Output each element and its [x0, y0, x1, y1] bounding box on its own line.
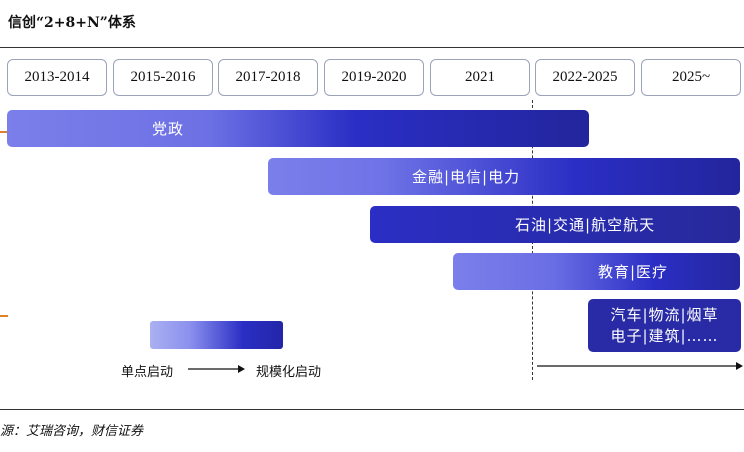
bar-edu-label: 教育|医疗	[598, 263, 669, 281]
legend-start-label: 单点启动	[121, 365, 174, 380]
side-tick-top	[0, 131, 8, 133]
year-box-2022-2025: 2022-2025	[535, 59, 635, 96]
year-box-2013-2014: 2013-2014	[7, 59, 107, 96]
year-box-2025-onward: 2025~	[641, 59, 741, 96]
bar-oil-label: 石油|交通|航空航天	[515, 216, 656, 234]
year-box-2021: 2021	[430, 59, 530, 96]
bar-others-line2: 电子|建筑|……	[610, 326, 719, 345]
legend-arrow-icon	[188, 365, 245, 373]
bar-party-gov-label: 党政	[152, 120, 185, 138]
year-box-2019-2020: 2019-2020	[324, 59, 424, 96]
legend-gradient-swatch	[150, 321, 283, 349]
bar-oil-transport-aerospace: 石油|交通|航空航天	[370, 206, 740, 243]
bar-party-gov: 党政	[7, 110, 589, 147]
bar-others-line1: 汽车|物流|烟草	[610, 305, 719, 324]
side-tick-bottom	[0, 315, 8, 317]
bar-education-medical: 教育|医疗	[453, 253, 740, 290]
timeline-arrow-icon	[537, 362, 743, 370]
page-title: 信创“2+8+N”体系	[8, 15, 136, 31]
bar-finance-telecom-power: 金融|电信|电力	[268, 158, 740, 195]
legend-scale-label: 规模化启动	[256, 365, 322, 380]
year-box-2015-2016: 2015-2016	[113, 59, 213, 96]
source-note: 源：艾瑞咨询，财信证券	[0, 424, 144, 439]
top-divider	[0, 47, 744, 48]
bottom-divider	[0, 409, 744, 410]
bar-finance-label: 金融|电信|电力	[412, 168, 521, 186]
year-box-2017-2018: 2017-2018	[218, 59, 318, 96]
bar-others: 汽车|物流|烟草 电子|建筑|……	[588, 299, 741, 352]
